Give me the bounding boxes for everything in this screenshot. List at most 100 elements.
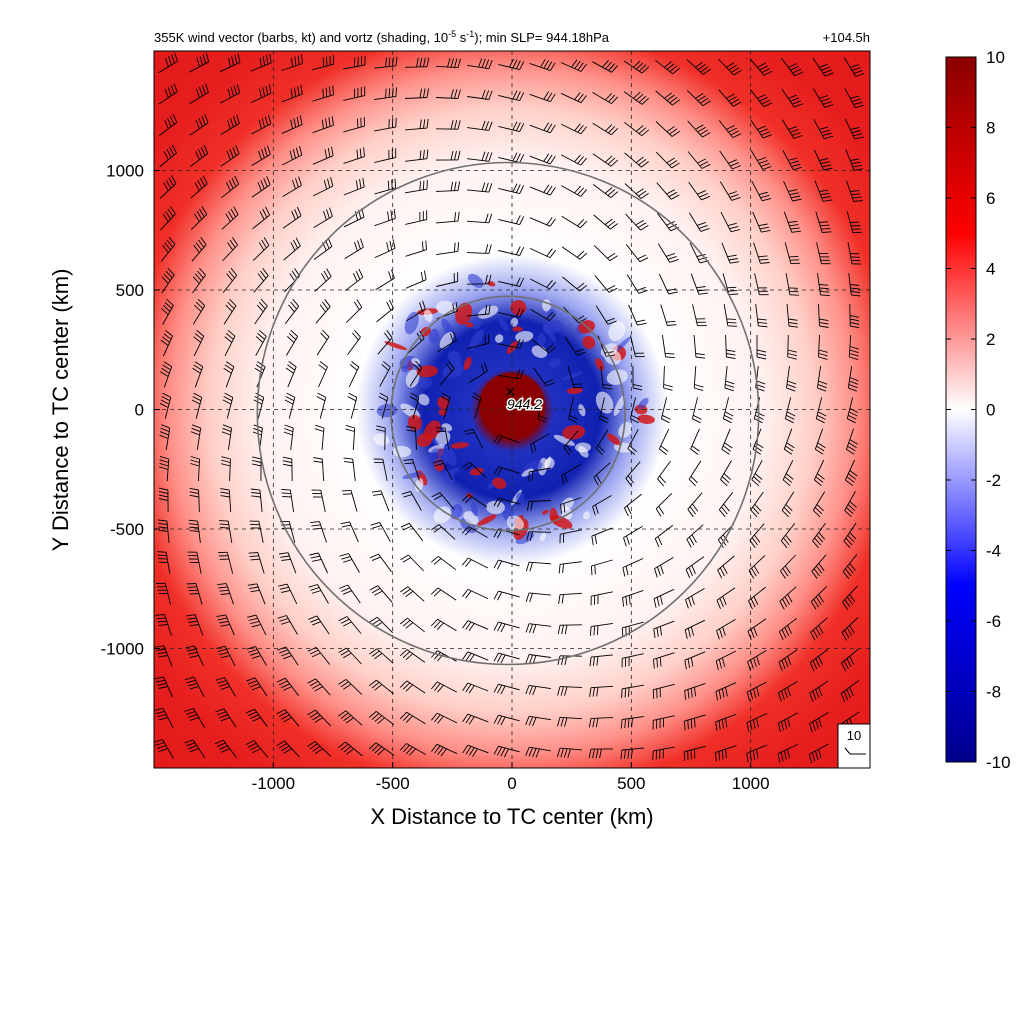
barb-feather [730, 229, 741, 233]
barb-feather [843, 540, 851, 549]
barb-feather [250, 683, 259, 688]
barb-shaft [595, 429, 609, 449]
barb-feather [637, 322, 647, 326]
wind-barb [746, 713, 768, 732]
barb-feather [596, 687, 599, 697]
wind-barb [430, 681, 458, 693]
barb-shaft [319, 521, 327, 543]
barb-feather [330, 176, 334, 187]
barb-feather [292, 298, 300, 307]
barb-feather [160, 371, 169, 377]
barb-feather [672, 67, 681, 75]
barb-feather [219, 620, 229, 624]
barb-feather [165, 330, 173, 337]
wind-barb [721, 242, 740, 264]
wind-barb [849, 303, 860, 329]
barb-shaft [782, 150, 794, 170]
wind-barb [658, 428, 670, 455]
barb-feather [338, 616, 348, 622]
wind-barb [592, 153, 619, 167]
barb-feather [849, 625, 855, 634]
barb-shaft [404, 97, 428, 99]
barb-shaft [749, 523, 765, 541]
barb-feather [721, 506, 728, 515]
wind-barb [589, 654, 613, 667]
wind-barb [250, 53, 272, 72]
wind-barb [567, 366, 584, 389]
barb-feather [193, 392, 203, 398]
barb-feather [312, 558, 322, 562]
vorticity-patch [423, 309, 433, 323]
wind-barb [719, 150, 741, 170]
barb-feather [847, 418, 856, 424]
barb-shaft [321, 427, 325, 451]
barb-feather [761, 99, 771, 105]
barb-feather [385, 57, 387, 67]
barb-feather [519, 339, 524, 349]
barb-shaft [251, 184, 271, 198]
y-tick-label: -500 [110, 520, 144, 539]
wind-barb [463, 428, 484, 450]
barb-feather [246, 646, 256, 650]
barb-feather [816, 414, 826, 420]
barb-shaft [255, 646, 267, 666]
barb-feather [785, 414, 795, 420]
barb-feather [257, 333, 265, 340]
wind-barb [846, 211, 863, 234]
barb-feather [750, 509, 758, 518]
barb-feather [783, 537, 790, 546]
wind-barb [592, 184, 619, 198]
barb-shaft [162, 335, 174, 357]
barb-feather [296, 116, 300, 127]
barb-feather [722, 445, 731, 452]
barb-feather [341, 524, 352, 528]
barb-feather [225, 304, 233, 312]
barb-feather [683, 721, 686, 731]
wind-barb [817, 273, 830, 297]
barb-feather [819, 318, 829, 322]
barb-feather [425, 240, 427, 250]
barb-feather [778, 661, 783, 671]
wind-barb [462, 462, 487, 478]
vorticity-patch [450, 467, 460, 474]
barb-feather [472, 392, 482, 398]
barb-feather [189, 491, 199, 494]
barb-feather [819, 322, 829, 325]
barb-shaft [255, 614, 267, 636]
barb-feather [820, 161, 830, 165]
barb-feather [792, 166, 803, 171]
barb-feather [605, 124, 613, 132]
barb-shaft [563, 430, 579, 448]
barb-feather [789, 224, 799, 227]
barb-feather [751, 479, 760, 487]
barb-feather [543, 184, 550, 193]
barb-feather [790, 97, 799, 102]
barb-shaft [528, 500, 552, 502]
wind-barb [687, 120, 711, 138]
wind-barb [529, 91, 556, 103]
barb-feather [343, 683, 352, 690]
wind-barb [284, 392, 296, 419]
barb-feather [497, 591, 503, 601]
wind-barb [308, 584, 329, 604]
barb-feather [386, 242, 390, 252]
barb-shaft [653, 746, 675, 752]
barb-feather [663, 384, 673, 388]
barb-feather [690, 475, 698, 484]
barb-feather [561, 594, 564, 604]
barb-feather [641, 129, 650, 137]
barb-feather [822, 164, 832, 168]
barb-feather [293, 239, 299, 249]
barb-shaft [690, 428, 700, 450]
barb-feather [419, 57, 423, 67]
barb-feather [818, 656, 823, 665]
wind-barb [247, 614, 267, 636]
wind-barb [847, 366, 859, 392]
barb-feather [761, 131, 770, 136]
barb-feather [158, 526, 168, 529]
wind-barb [248, 552, 265, 574]
wind-barb [343, 116, 366, 133]
barb-feather [753, 596, 759, 605]
wind-barb [159, 392, 172, 419]
barb-feather [371, 588, 381, 594]
